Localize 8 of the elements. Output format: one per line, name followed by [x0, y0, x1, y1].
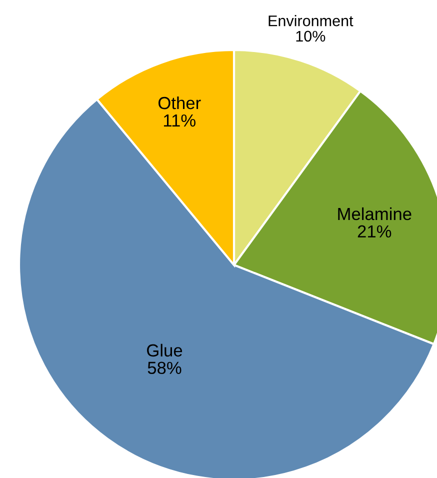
data-label: 10% [296, 30, 326, 42]
slice-label: Environment [268, 15, 354, 26]
data-label: 58% [148, 362, 182, 374]
data-label: 21% [358, 225, 392, 238]
slice-label: Glue [147, 344, 182, 357]
slice-label: Melamine [338, 207, 412, 220]
slice-label: Other [158, 96, 201, 110]
data-label: 11% [164, 114, 196, 127]
